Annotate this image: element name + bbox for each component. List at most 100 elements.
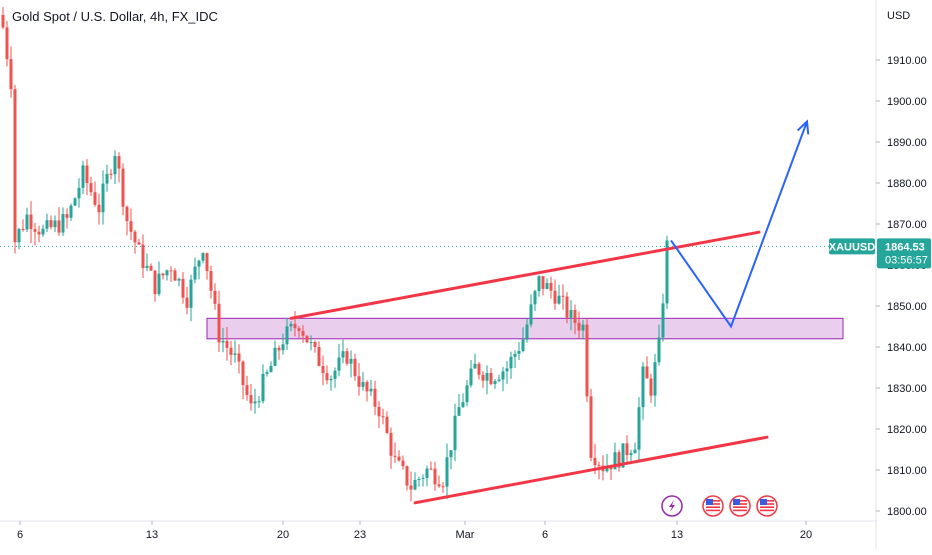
last-price-marker[interactable]: XAUUSD 1864.53 03:56:57 xyxy=(829,238,931,269)
time-tick-label: 6 xyxy=(542,529,548,541)
candle xyxy=(373,380,377,415)
time-axis[interactable]: 6 13 20 23 Mar 6 13 20 xyxy=(17,521,812,541)
candle xyxy=(337,343,341,377)
us-flag-icon[interactable] xyxy=(756,495,778,517)
candle xyxy=(93,181,97,207)
candle xyxy=(493,378,497,389)
candle xyxy=(405,465,409,491)
candle xyxy=(37,225,41,243)
candle xyxy=(401,455,405,470)
candle xyxy=(349,350,353,378)
candle xyxy=(173,268,177,281)
candle xyxy=(445,443,449,500)
candle xyxy=(485,365,489,395)
candle xyxy=(45,213,49,233)
candle xyxy=(165,269,169,281)
candle xyxy=(549,276,553,299)
candle xyxy=(257,395,261,409)
candle xyxy=(317,341,321,367)
candle xyxy=(421,474,425,487)
candle xyxy=(89,176,93,196)
candle xyxy=(113,150,117,185)
candle xyxy=(605,453,609,473)
candle xyxy=(345,348,349,366)
candle xyxy=(333,367,337,388)
candle xyxy=(417,476,421,487)
time-tick-label: 20 xyxy=(800,529,812,541)
candle xyxy=(197,259,201,280)
candle xyxy=(125,205,129,236)
time-tick-label: 13 xyxy=(146,529,158,541)
upper-trendline[interactable] xyxy=(289,230,761,320)
candle xyxy=(393,442,397,464)
candle xyxy=(497,374,501,383)
price-tick-label: 1830.00 xyxy=(887,383,927,395)
candle xyxy=(241,360,245,400)
candle xyxy=(189,274,193,322)
price-axis[interactable]: 1800.00 1810.00 1820.00 1830.00 1840.00 1850.… xyxy=(876,55,927,518)
candle xyxy=(509,351,513,379)
candle xyxy=(237,344,241,374)
candle xyxy=(329,375,333,391)
candle xyxy=(385,411,389,435)
lower-trendline[interactable] xyxy=(413,435,769,505)
time-tick-label: 23 xyxy=(354,529,366,541)
candle xyxy=(425,465,429,487)
candle xyxy=(653,353,657,407)
candle xyxy=(181,271,185,304)
projection-path[interactable] xyxy=(670,121,808,329)
candle xyxy=(293,310,297,337)
candle xyxy=(637,397,641,460)
candle xyxy=(525,318,529,343)
candle xyxy=(129,208,133,241)
candle xyxy=(233,340,237,363)
currency-label: USD xyxy=(887,10,910,22)
candle xyxy=(597,461,601,480)
resistance-zone[interactable] xyxy=(206,317,844,340)
us-flag-icon[interactable] xyxy=(729,495,751,517)
candle xyxy=(61,207,65,237)
candle xyxy=(245,375,249,401)
event-markers[interactable] xyxy=(661,495,778,517)
candle xyxy=(513,350,517,369)
candle xyxy=(201,252,205,264)
candle xyxy=(85,159,89,196)
projection-arrowhead xyxy=(796,119,810,135)
candle xyxy=(473,353,477,369)
candle xyxy=(157,261,161,297)
candle xyxy=(265,369,269,377)
candle xyxy=(285,317,289,350)
time-tick-label: 20 xyxy=(277,529,289,541)
candle xyxy=(193,257,197,284)
symbol-label: XAUUSD xyxy=(829,241,876,253)
candle xyxy=(581,319,585,340)
candle xyxy=(577,311,581,339)
candle xyxy=(661,293,665,342)
candle xyxy=(521,327,525,353)
candle xyxy=(397,450,401,462)
candle xyxy=(617,449,621,472)
candle xyxy=(461,393,465,408)
us-flag-icon[interactable] xyxy=(702,495,724,517)
candle xyxy=(9,46,13,98)
candle xyxy=(261,364,265,404)
price-tick-label: 1900.00 xyxy=(887,96,927,108)
price-tick-label: 1840.00 xyxy=(887,342,927,354)
candle xyxy=(413,472,417,491)
candle xyxy=(489,367,493,386)
price-tick-label: 1800.00 xyxy=(887,506,927,518)
candle xyxy=(177,277,181,287)
candle xyxy=(625,435,629,464)
candle xyxy=(449,450,453,470)
candle xyxy=(209,265,213,299)
candle xyxy=(49,215,53,230)
candle xyxy=(573,304,577,335)
lightning-icon[interactable] xyxy=(661,495,683,517)
price-tick-label: 1910.00 xyxy=(887,55,927,67)
candle xyxy=(369,380,373,397)
candle xyxy=(133,229,137,254)
candle xyxy=(41,224,45,237)
